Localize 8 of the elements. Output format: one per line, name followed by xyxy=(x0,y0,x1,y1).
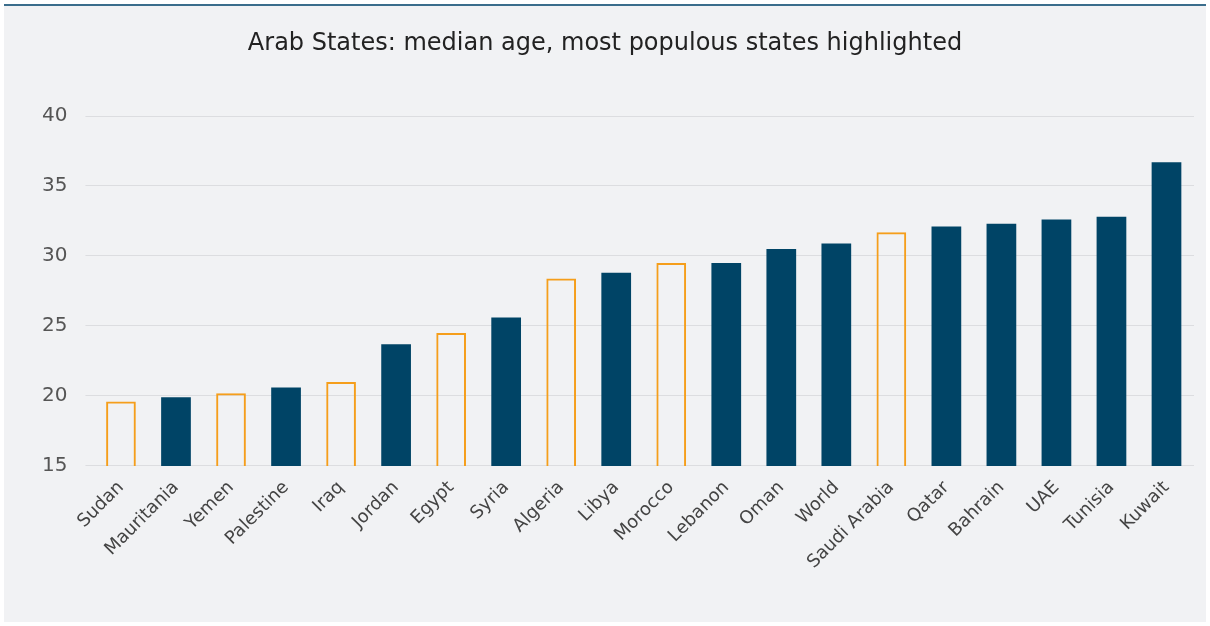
y-tick-label: 30 xyxy=(42,242,68,267)
y-tick-label: 40 xyxy=(42,102,68,127)
y-tick-label: 15 xyxy=(42,452,68,477)
y-tick-label: 25 xyxy=(42,312,68,337)
y-tick-label: 35 xyxy=(42,172,68,197)
chart-title: Arab States: median age, most populous states highlighted xyxy=(246,28,964,56)
y-tick-label: 20 xyxy=(42,382,68,407)
x-tick-label: Iraq xyxy=(307,475,348,516)
